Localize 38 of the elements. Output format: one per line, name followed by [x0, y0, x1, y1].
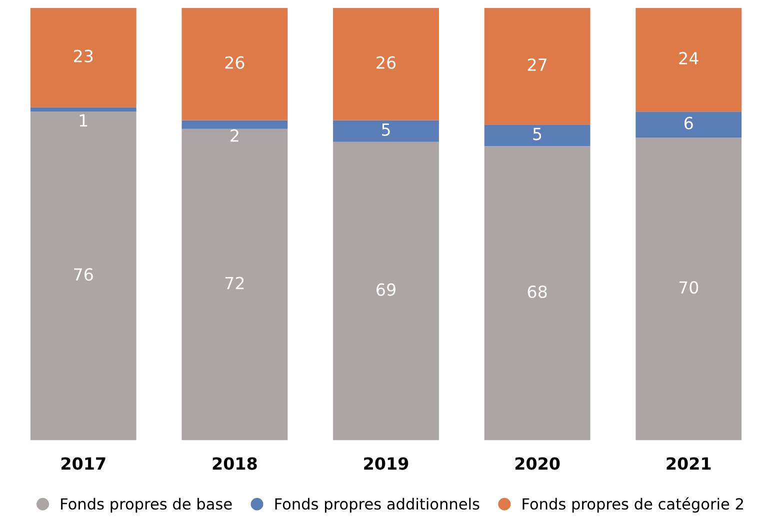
data-label: 5: [533, 128, 542, 140]
x-tick-label: 2019: [364, 457, 408, 470]
data-label: 24: [679, 52, 698, 64]
legend-label: Fonds propres de base: [61, 498, 232, 513]
data-label: 23: [74, 50, 93, 62]
x-tick-label: 2021: [666, 457, 711, 470]
data-label: 1: [80, 114, 88, 127]
data-label: 2: [230, 129, 238, 142]
bar: [484, 146, 590, 440]
data-label: 26: [225, 56, 244, 69]
bar: [484, 8, 590, 125]
data-label: 68: [528, 285, 547, 298]
bar: [636, 8, 742, 112]
bar: [182, 128, 288, 440]
bar: [636, 138, 742, 440]
bar: [484, 124, 590, 146]
x-tick-label: 2017: [62, 457, 106, 470]
legend-label: Fonds propres de catégorie 2: [522, 497, 743, 513]
bar: [182, 8, 288, 120]
data-label: 72: [225, 276, 244, 290]
data-label: 5: [382, 124, 390, 136]
data-label: 76: [74, 268, 93, 281]
legend-label: Fonds propres additionnels: [275, 498, 480, 513]
x-tick-label: 2018: [212, 457, 257, 470]
bar: [636, 112, 742, 138]
bar: [30, 107, 136, 112]
data-label: 27: [528, 58, 546, 71]
bar: [30, 112, 136, 440]
bar: [333, 8, 439, 120]
data-label: 6: [684, 116, 693, 130]
data-label: 70: [679, 281, 698, 294]
bar: [30, 8, 136, 108]
bar: [333, 120, 439, 142]
data-label: 69: [376, 283, 396, 296]
x-tick-label: 2020: [515, 457, 560, 470]
bar: [333, 142, 439, 440]
bar: [182, 120, 288, 129]
data-label: 26: [376, 56, 396, 69]
